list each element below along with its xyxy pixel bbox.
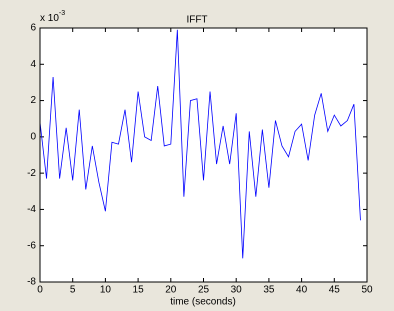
y-tick-label: -8 bbox=[27, 277, 36, 288]
y-tick-label: 4 bbox=[30, 59, 36, 70]
x-tick-label: 50 bbox=[361, 285, 373, 296]
x-tick-label: 0 bbox=[37, 285, 43, 296]
y-tick-label: -6 bbox=[27, 240, 36, 251]
x-tick-label: 40 bbox=[296, 285, 308, 296]
y-multiplier: x 10-3 bbox=[40, 10, 65, 24]
x-tick-label: 20 bbox=[165, 285, 177, 296]
chart-title: IFFT bbox=[186, 15, 207, 26]
multiplier-base: x 10 bbox=[40, 13, 59, 24]
x-tick-label: 25 bbox=[198, 285, 210, 296]
page: {"chart_data": {"type": "line", "title":… bbox=[0, 0, 394, 311]
plot-area bbox=[40, 28, 367, 282]
y-tick-label: 2 bbox=[30, 95, 36, 106]
y-tick-label: -2 bbox=[27, 168, 36, 179]
x-axis-label: time (seconds) bbox=[170, 297, 236, 308]
y-tick-label: 6 bbox=[30, 23, 36, 34]
y-tick-label: -4 bbox=[27, 204, 36, 215]
x-tick-label: 45 bbox=[329, 285, 341, 296]
multiplier-power: -3 bbox=[59, 10, 65, 17]
x-tick-label: 35 bbox=[263, 285, 275, 296]
y-tick-label: 0 bbox=[30, 131, 36, 142]
x-tick-label: 5 bbox=[70, 285, 76, 296]
x-tick-label: 10 bbox=[100, 285, 112, 296]
x-tick-label: 15 bbox=[133, 285, 145, 296]
chart: IFFT time (seconds) x 10-3 0510152025303… bbox=[0, 0, 394, 311]
x-tick-label: 30 bbox=[231, 285, 243, 296]
